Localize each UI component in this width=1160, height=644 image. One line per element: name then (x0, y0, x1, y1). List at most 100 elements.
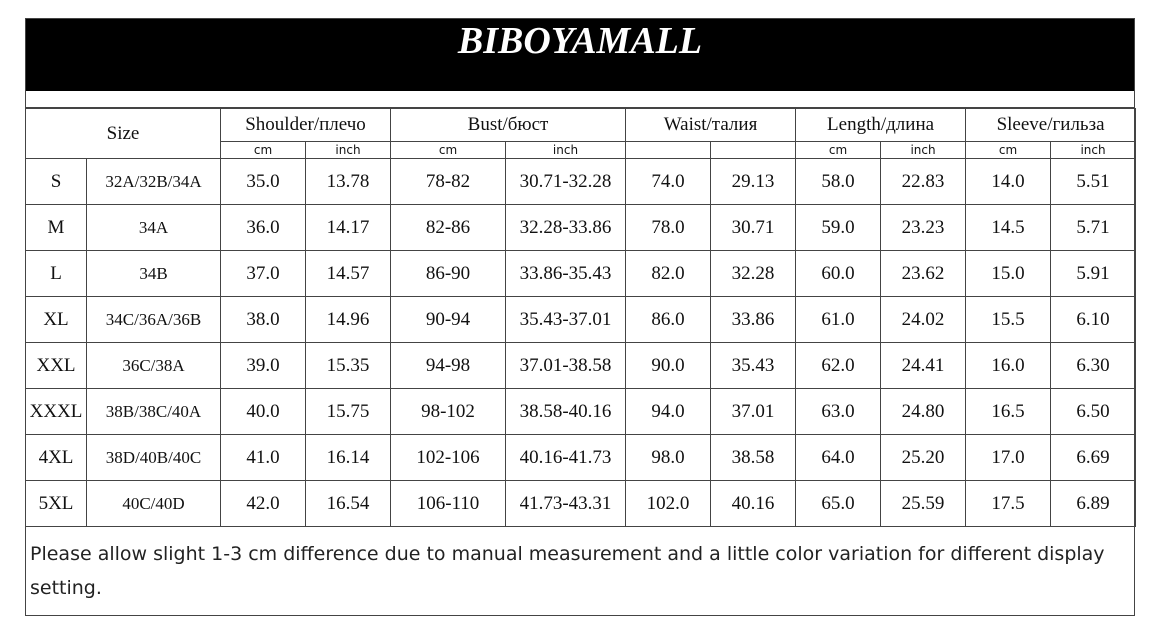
unit-header: inch (305, 141, 391, 159)
group-header: Sleeve/гильза (965, 108, 1137, 142)
data-row: XXXL 38B/38C/40A 40.0 15.75 98-102 38.58-40.1… (25, 388, 1137, 435)
cell: 6.89 (1050, 480, 1137, 527)
cell: 16.54 (305, 480, 391, 527)
data-row: XL 34C/36A/36B 38.0 14.96 90-94 35.43-37.01 86… (25, 296, 1137, 343)
cell: 34A (86, 204, 221, 251)
cell: 86-90 (390, 250, 506, 297)
cell: 40C/40D (86, 480, 221, 527)
cell: 106-110 (390, 480, 506, 527)
cell: 62.0 (795, 342, 882, 389)
data-row: 4XL 38D/40B/40C 41.0 16.14 102-106 40.16-41.7… (25, 434, 1137, 481)
unit-row: cm inch cm inch cm inch cm inch (26, 141, 1137, 159)
cell: 82-86 (390, 204, 506, 251)
header-row: Size Shoulder/плечо Bust/бюст Waist/талия Le… (25, 108, 1137, 159)
unit-header (625, 141, 712, 159)
cell: 14.96 (305, 296, 391, 343)
cell: 14.5 (965, 204, 1052, 251)
cell: 78-82 (390, 158, 506, 205)
cell: 64.0 (795, 434, 882, 481)
data-row: S 32A/32B/34A 35.0 13.78 78-82 30.71-32.28 74.… (25, 158, 1137, 205)
cell: 63.0 (795, 388, 882, 435)
cell: 37.01-38.58 (504, 342, 627, 389)
cell: 38.0 (220, 296, 306, 343)
cell: 25.59 (880, 480, 967, 527)
cell: 94-98 (390, 342, 506, 389)
cell: 90-94 (390, 296, 506, 343)
size-table: Size Shoulder/плечо Bust/бюст Waist/талия Le… (25, 108, 1137, 527)
size-chart: BIBOYAMALL Size Shoulder/плечо Bust/бюст Wa… (25, 18, 1137, 616)
group-header: Shoulder/плечо (220, 108, 391, 142)
cell: 98.0 (625, 434, 712, 481)
unit-header: inch (1050, 141, 1137, 159)
cell: 90.0 (625, 342, 712, 389)
group-header: Waist/талия (625, 108, 797, 142)
cell: 13.78 (305, 158, 391, 205)
cell: 102-106 (390, 434, 506, 481)
cell: 32.28 (710, 250, 797, 297)
unit-header: cm (220, 141, 306, 159)
cell: 82.0 (625, 250, 712, 297)
unit-header (710, 141, 797, 159)
data-row: M 34A 36.0 14.17 82-86 32.28-33.86 78.0 30.71 59… (25, 204, 1137, 251)
cell: 41.0 (220, 434, 306, 481)
cell: 32.28-33.86 (504, 204, 627, 251)
cell: M (25, 204, 87, 251)
cell: 40.16 (710, 480, 797, 527)
cell: 29.13 (710, 158, 797, 205)
cell: 4XL (25, 434, 87, 481)
cell: 36.0 (220, 204, 306, 251)
cell: 36C/38A (86, 342, 221, 389)
cell: 40.0 (220, 388, 306, 435)
note: Please allow slight 1-3 cm difference du… (30, 543, 1105, 599)
spacer (26, 91, 1134, 108)
cell: XL (25, 296, 87, 343)
cell: 61.0 (795, 296, 882, 343)
cell: 5XL (25, 480, 87, 527)
unit-header: cm (795, 141, 882, 159)
cell: 59.0 (795, 204, 882, 251)
cell: 37.01 (710, 388, 797, 435)
cell: 14.17 (305, 204, 391, 251)
group-header: Length/длина (795, 108, 967, 142)
data-row: L 34B 37.0 14.57 86-90 33.86-35.43 82.0 32.28 60… (25, 250, 1137, 297)
cell: 25.20 (880, 434, 967, 481)
cell: 15.0 (965, 250, 1052, 297)
group-header: Bust/бюст (389, 108, 627, 142)
size-header: Size (25, 108, 221, 159)
cell: 15.5 (965, 296, 1052, 343)
cell: 17.0 (965, 434, 1052, 481)
cell: 22.83 (880, 158, 967, 205)
cell: 34C/36A/36B (86, 296, 221, 343)
cell: 86.0 (625, 296, 712, 343)
cell: 14.57 (305, 250, 391, 297)
unit-header: inch (504, 141, 627, 159)
unit-header: cm (390, 141, 506, 159)
cell: 6.10 (1050, 296, 1137, 343)
cell: 30.71-32.28 (504, 158, 627, 205)
cell: 15.75 (305, 388, 391, 435)
data-row: 5XL 40C/40D 42.0 16.54 106-110 41.73-43.31 102… (25, 480, 1137, 527)
cell: 33.86 (710, 296, 797, 343)
cell: 23.62 (880, 250, 967, 297)
cell: 60.0 (795, 250, 882, 297)
cell: 16.5 (965, 388, 1052, 435)
cell: 14.0 (965, 158, 1052, 205)
cell: 33.86-35.43 (504, 250, 627, 297)
cell: 35.43-37.01 (504, 296, 627, 343)
cell: 38.58 (710, 434, 797, 481)
cell: L (25, 250, 87, 297)
cell: 58.0 (795, 158, 882, 205)
cell: 16.0 (965, 342, 1052, 389)
cell: 6.50 (1050, 388, 1137, 435)
cell: 102.0 (625, 480, 712, 527)
cell: 6.69 (1050, 434, 1137, 481)
cell: 23.23 (880, 204, 967, 251)
cell: 94.0 (625, 388, 712, 435)
title-banner: BIBOYAMALL (26, 19, 1134, 91)
cell: 40.16-41.73 (504, 434, 627, 481)
cell: 41.73-43.31 (504, 480, 627, 527)
cell: 30.71 (710, 204, 797, 251)
cell: 37.0 (220, 250, 306, 297)
cell: 34B (86, 250, 221, 297)
